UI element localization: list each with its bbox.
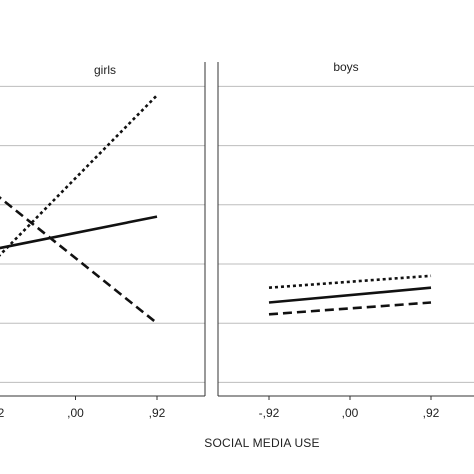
series-line-girls-solid: [0, 215, 158, 250]
x-tick-label-boys-2: ,92: [423, 406, 440, 420]
panel-boys: -,92 ,00 ,92 boys: [217, 60, 474, 420]
x-tick-label-boys-0: -,92: [259, 406, 280, 420]
x-tick-label-girls-2: ,92: [149, 406, 166, 420]
panel-title-girls: girls: [94, 63, 116, 77]
x-axis-title: SOCIAL MEDIA USE: [204, 436, 319, 450]
series-line-girls-dashed: [0, 196, 158, 325]
series-line-boys-dashed: [268, 301, 432, 316]
x-tick-label-girls-0: -,92: [0, 406, 5, 420]
series-line-boys-solid: [268, 286, 432, 304]
panel-girls: -,92 ,00 ,92 girls: [0, 62, 206, 420]
series-line-girls-dotted: [0, 94, 158, 257]
series-line-boys-dotted: [268, 274, 432, 289]
panel-title-boys: boys: [333, 60, 358, 74]
x-tick-label-boys-1: ,00: [342, 406, 359, 420]
x-tick-label-girls-1: ,00: [67, 406, 84, 420]
